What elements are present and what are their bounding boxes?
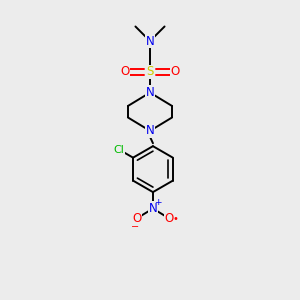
- Text: −: −: [131, 222, 139, 232]
- Text: O: O: [120, 65, 130, 79]
- Text: N: N: [146, 86, 154, 99]
- Text: N: N: [148, 202, 157, 215]
- Text: +: +: [154, 198, 162, 207]
- Text: S: S: [146, 65, 154, 79]
- Text: Cl: Cl: [114, 145, 124, 154]
- Text: N: N: [146, 34, 154, 48]
- Text: •: •: [173, 214, 178, 224]
- Text: O: O: [170, 65, 180, 79]
- Text: N: N: [146, 124, 154, 137]
- Text: O: O: [164, 212, 174, 225]
- Text: O: O: [132, 212, 141, 225]
